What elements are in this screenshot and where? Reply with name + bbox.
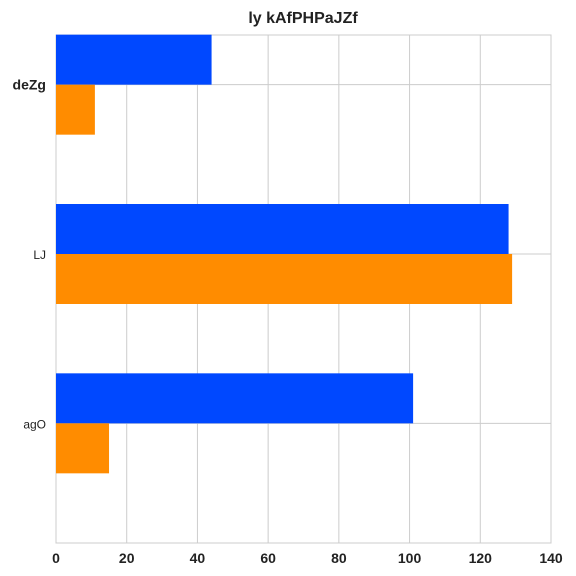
x-tick-label: 80 xyxy=(331,550,347,566)
x-tick-label: 140 xyxy=(539,550,563,566)
bar-series2-agO xyxy=(56,423,110,474)
y-tick-label: agO xyxy=(23,417,46,431)
bar-series2-deZg xyxy=(56,84,95,135)
y-tick-label: deZg xyxy=(13,77,46,93)
bar-series2-LJ xyxy=(56,254,513,304)
x-tick-label: 0 xyxy=(52,550,60,566)
bar-series1-deZg xyxy=(56,34,212,85)
chart-title: ly kAfPHPaJZf xyxy=(248,10,358,27)
bar-series1-LJ xyxy=(56,204,509,254)
y-tick-label: LJ xyxy=(33,248,46,262)
x-tick-label: 40 xyxy=(190,550,206,566)
x-axis-ticks: 0 20 40 60 80 100 120 140 xyxy=(52,550,563,566)
bar-series1-agO xyxy=(56,373,414,424)
x-tick-label: 100 xyxy=(398,550,422,566)
x-tick-label: 60 xyxy=(260,550,276,566)
x-tick-label: 120 xyxy=(469,550,493,566)
bars xyxy=(56,34,513,474)
y-axis-ticks: deZg LJ agO xyxy=(13,77,46,432)
x-tick-label: 20 xyxy=(119,550,135,566)
